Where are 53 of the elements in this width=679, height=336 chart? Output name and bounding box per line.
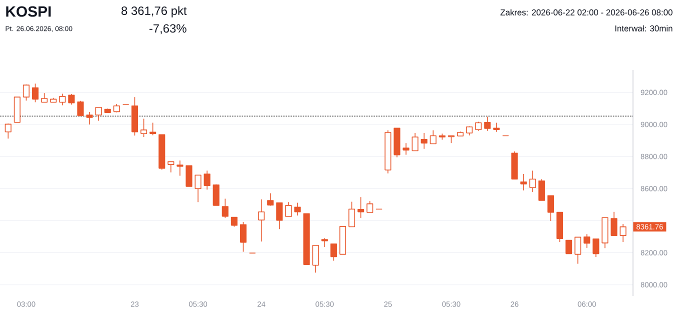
candlestick [176,160,184,176]
candlestick [610,211,618,236]
candlestick [529,170,536,192]
candlestick [430,130,436,144]
candlestick [258,198,265,242]
candlestick [285,202,292,218]
candlestick [276,202,283,230]
text: -7,63% [149,24,186,34]
candlestick [204,170,210,190]
candlestick [412,132,418,152]
candlestick [150,122,156,136]
candlestick [230,216,238,228]
candlestick [168,161,174,173]
candlestick [547,195,554,222]
candlestick [620,224,626,242]
candlestick [484,116,491,132]
candlestick [321,238,328,248]
candlestick [584,234,590,248]
candlestick [520,174,527,191]
candlestick [22,84,30,102]
candlestick [95,106,102,122]
candlestick [420,132,428,150]
candlestick [77,100,84,116]
candlestick [267,192,274,206]
candlestick [140,118,148,138]
candlestick [222,198,228,218]
candlestick [330,244,337,262]
candlestick [68,94,75,106]
candlestick [358,196,364,218]
candlestick [86,112,93,125]
chart-title: KOSPI [6,6,51,17]
candlestick [348,201,356,228]
candlestick [538,178,545,201]
candlestick [493,122,500,132]
candlestick [4,123,12,139]
candlestick [212,184,220,206]
candlestick [592,238,600,258]
candlestick [41,92,48,103]
candlestick [194,174,202,202]
text: Interwał: 30min [615,25,672,32]
candlestick [366,200,374,213]
candlestick [294,202,301,216]
text: 8 361,76 pkt [122,6,187,18]
candlestick [402,142,410,156]
text: Zakres: 2026-06-22 02:00 - 2026-06-26 08:00 [500,9,672,16]
candlestick [240,222,247,252]
candlestick [59,93,66,106]
candlestick [574,236,582,264]
candlestick [566,240,572,254]
candlestick [32,83,39,103]
candlestick [475,121,482,132]
candlestick [312,244,319,273]
candlestick [186,165,192,187]
